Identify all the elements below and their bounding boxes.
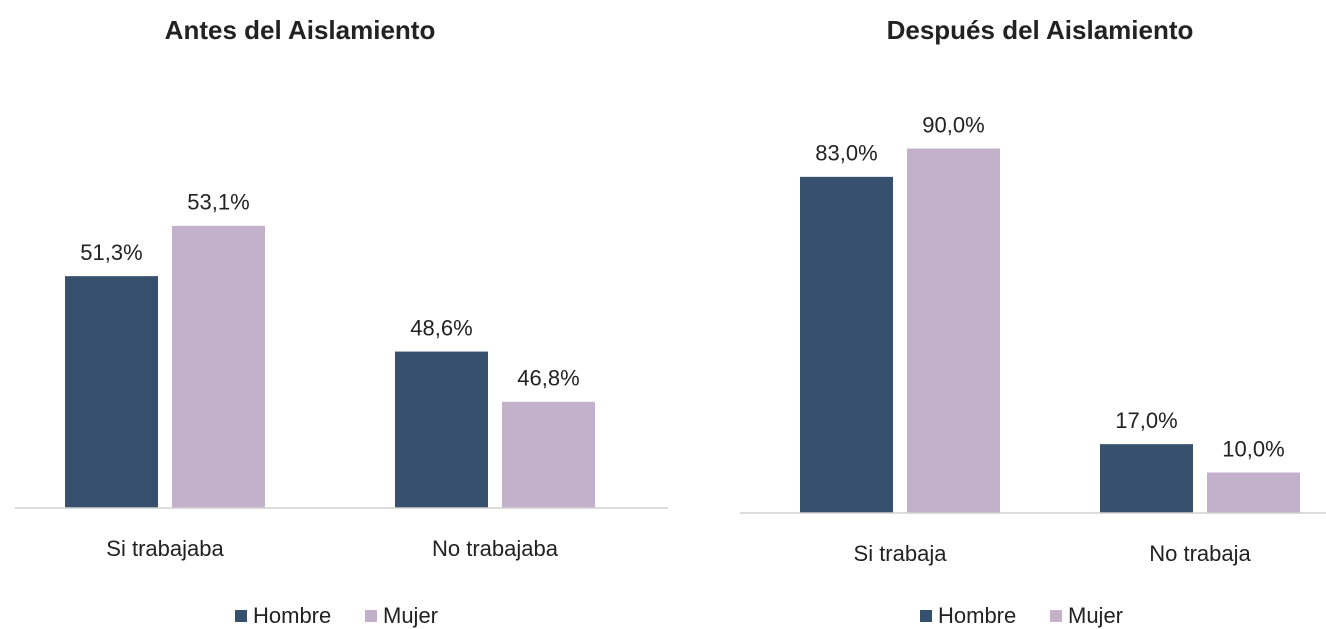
data-label: 53,1% bbox=[187, 190, 249, 215]
bar bbox=[65, 276, 158, 508]
data-label: 48,6% bbox=[410, 315, 472, 340]
legend-label: Mujer bbox=[1068, 603, 1123, 628]
legend-label: Mujer bbox=[383, 603, 438, 628]
bar bbox=[1207, 472, 1300, 513]
legend-label: Hombre bbox=[253, 603, 331, 628]
x-tick-label: No trabajaba bbox=[432, 536, 559, 561]
x-tick-label: Si trabajaba bbox=[106, 536, 224, 561]
bar bbox=[395, 351, 488, 508]
legend-swatch bbox=[365, 610, 377, 622]
legend-swatch bbox=[920, 610, 932, 622]
data-label: 83,0% bbox=[815, 141, 877, 166]
legend-label: Hombre bbox=[938, 603, 1016, 628]
bar bbox=[800, 176, 893, 513]
chart-title: Antes del Aislamiento bbox=[165, 15, 436, 45]
x-tick-label: Si trabaja bbox=[854, 541, 948, 566]
bar bbox=[1100, 444, 1193, 513]
legend-swatch bbox=[1050, 610, 1062, 622]
data-label: 17,0% bbox=[1115, 408, 1177, 433]
bar bbox=[172, 225, 265, 508]
data-label: 10,0% bbox=[1222, 436, 1284, 461]
bar bbox=[907, 148, 1000, 513]
x-tick-label: No trabaja bbox=[1149, 541, 1251, 566]
legend-swatch bbox=[235, 610, 247, 622]
bar bbox=[502, 401, 595, 508]
data-label: 90,0% bbox=[922, 112, 984, 137]
data-label: 51,3% bbox=[80, 240, 142, 265]
data-label: 46,8% bbox=[517, 366, 579, 391]
chart-title: Después del Aislamiento bbox=[887, 15, 1194, 45]
